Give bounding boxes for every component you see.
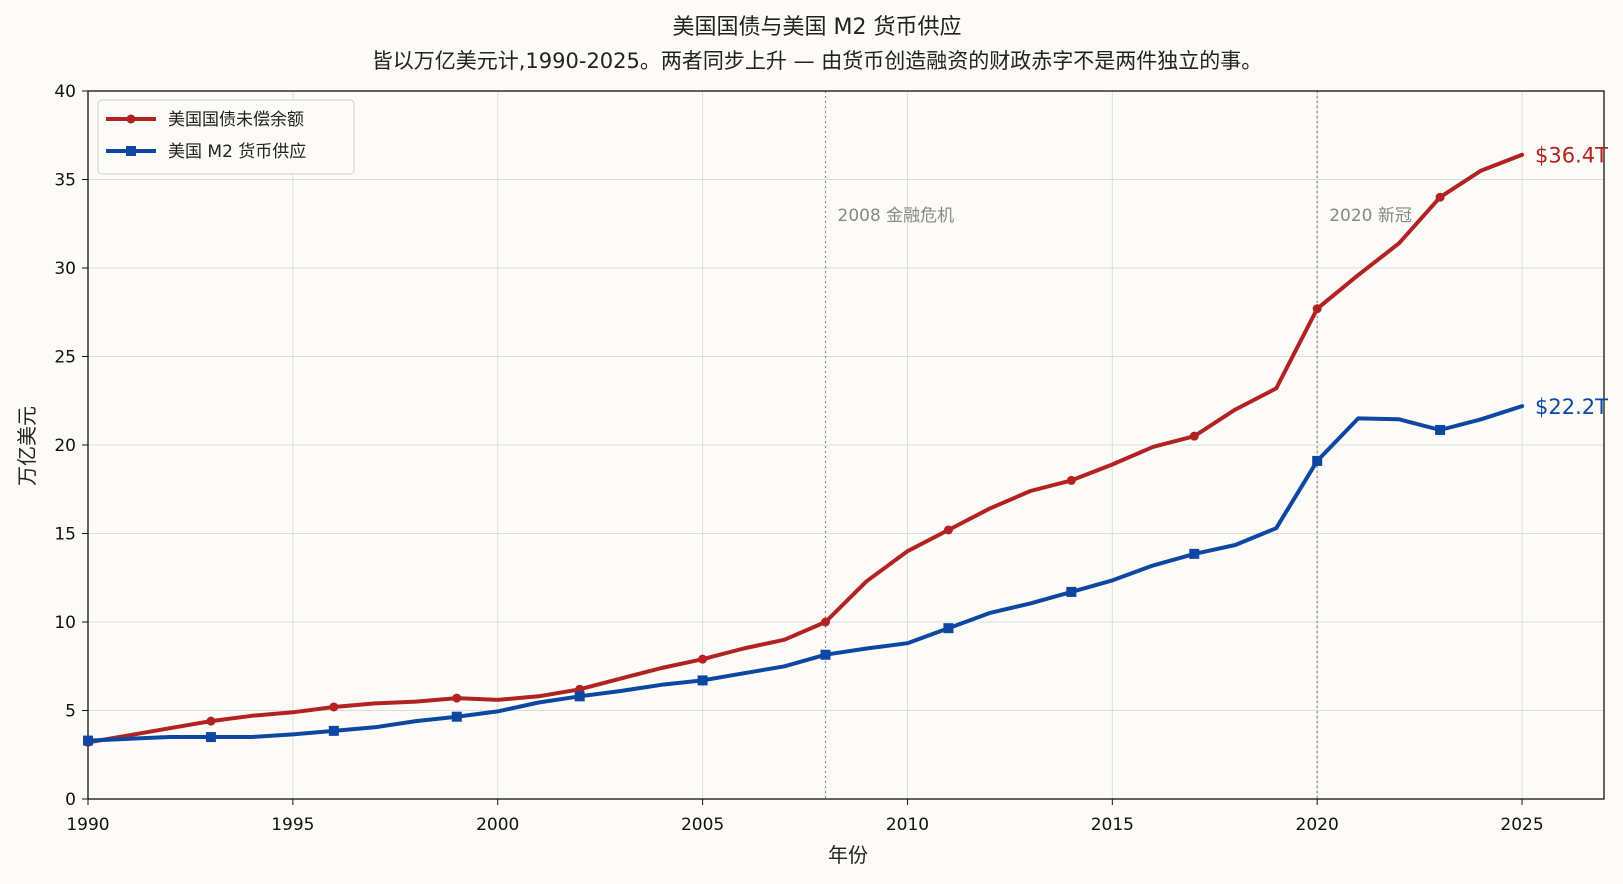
data-point	[1189, 548, 1200, 559]
series-line	[86, 152, 1525, 745]
legend-label: 美国 M2 货币供应	[168, 142, 306, 162]
chart-subtitle: 皆以万亿美元计,1990-2025。两者同步上升 — 由货币创造融资的财政赤字不…	[372, 49, 1263, 73]
end-value-label: $22.2T	[1535, 395, 1608, 419]
x-axis-label: 年份	[828, 843, 868, 867]
legend-item: 美国 M2 货币供应	[106, 142, 306, 162]
event-annotation: 2008 金融危机	[838, 206, 955, 226]
series-1: $36.4T	[83, 144, 1608, 747]
data-point	[83, 735, 93, 746]
grid	[87, 90, 1604, 800]
end-value-label: $36.4T	[1535, 144, 1608, 168]
y-tick-label: 35	[54, 171, 76, 191]
legend-item: 美国国债未偿余额	[106, 110, 304, 130]
data-point	[943, 525, 953, 535]
data-point	[1312, 455, 1323, 466]
x-tick-label: 2025	[1500, 815, 1543, 835]
x-tick-label: 1990	[66, 815, 109, 835]
x-tick-label: 2005	[681, 815, 724, 835]
x-tick-label: 2015	[1091, 815, 1134, 835]
x-tick-label: 2020	[1296, 815, 1339, 835]
data-point	[697, 675, 708, 686]
legend-box	[97, 99, 355, 175]
event-lines: 2008 金融危机 2020 新冠	[824, 91, 1412, 799]
data-point	[1435, 192, 1445, 202]
data-point	[820, 649, 831, 660]
data-point	[1066, 586, 1077, 597]
series-line	[86, 404, 1525, 743]
y-tick-label: 5	[65, 702, 76, 722]
y-tick-label: 25	[54, 348, 76, 368]
y-tick-label: 15	[54, 525, 76, 545]
y-tick-label: 30	[54, 259, 76, 279]
y-tick-label: 20	[54, 436, 76, 456]
data-point	[205, 732, 216, 743]
data-point	[206, 716, 216, 726]
data-point	[1189, 431, 1199, 441]
data-point	[329, 702, 339, 712]
y-tick-label: 40	[54, 82, 76, 102]
series-2: $22.2T	[83, 395, 1608, 746]
data-point	[452, 693, 462, 703]
data-point	[1435, 424, 1446, 435]
y-tick-label: 10	[54, 613, 76, 633]
y-axis: 0 5 10 15 20 25 30 35 40	[54, 82, 88, 810]
y-axis-label: 万亿美元	[15, 406, 39, 486]
x-tick-label: 1995	[271, 815, 314, 835]
data-point	[698, 654, 708, 664]
data-point	[574, 691, 585, 702]
event-annotation: 2020 新冠	[1329, 206, 1412, 226]
legend-label: 美国国债未偿余额	[168, 110, 304, 130]
x-tick-label: 2010	[886, 815, 929, 835]
x-tick-label: 2000	[476, 815, 519, 835]
series-layer: $36.4T $22.2T	[83, 144, 1608, 747]
data-point	[451, 711, 462, 722]
data-point	[328, 725, 339, 736]
chart-title: 美国国债与美国 M2 货币供应	[673, 15, 962, 40]
data-point	[1312, 304, 1322, 314]
data-point	[943, 623, 954, 634]
data-point	[1066, 475, 1076, 485]
data-point	[821, 617, 831, 627]
x-axis: 1990 1995 2000 2005 2010 2015 2020 2025	[66, 799, 1544, 835]
legend-marker	[126, 146, 136, 156]
y-tick-label: 0	[65, 790, 76, 810]
legend-marker	[126, 114, 136, 124]
